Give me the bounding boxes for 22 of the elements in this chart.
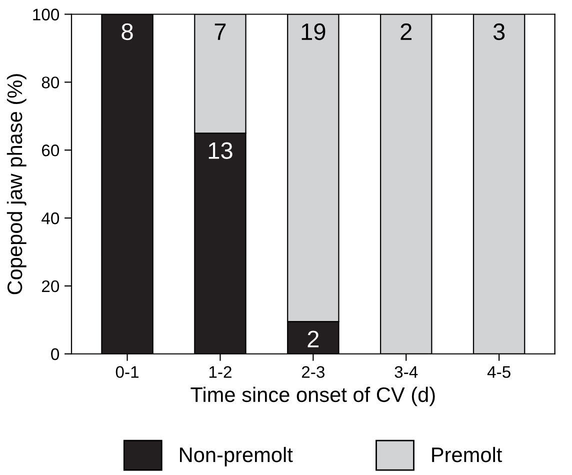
annotation: 8	[122, 23, 133, 40]
x-axis-title: Time since onset of CV (d)	[190, 386, 435, 406]
annotation: 2	[400, 23, 412, 40]
y-axis-title: Copepod jaw phase (%)	[6, 74, 26, 294]
y-tick-label: 80	[42, 76, 60, 88]
x-tick-label: 0-1	[116, 366, 138, 378]
y-tick-label: 60	[42, 144, 60, 156]
annotation: 19	[302, 23, 326, 40]
legend-label: Non-premolt	[180, 446, 293, 466]
annotation: 3	[493, 23, 505, 40]
x-tick-label: 4-5	[487, 366, 510, 378]
y-tick-label: 0	[51, 348, 60, 360]
y-tick-label: 100	[33, 8, 60, 20]
y-tick-label: 40	[42, 212, 60, 224]
annotation: 2	[308, 330, 319, 348]
x-tick-label: 3-4	[394, 366, 418, 378]
legend-label: Premolt	[432, 446, 502, 462]
annotation: 13	[208, 142, 232, 159]
annotation: 7	[214, 24, 226, 40]
x-tick-label: 2-3	[302, 366, 324, 378]
x-tick-label: 1-2	[209, 366, 232, 378]
y-tick-label: 20	[42, 280, 60, 292]
